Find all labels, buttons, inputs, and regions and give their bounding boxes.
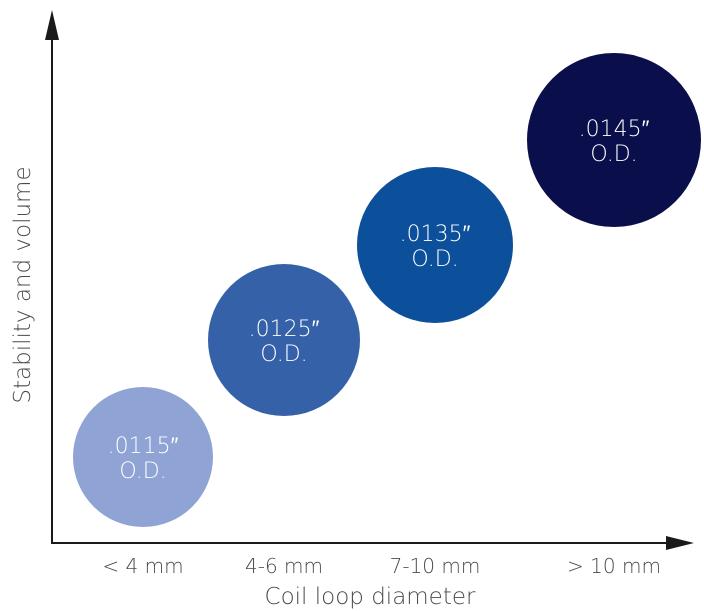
bubble-size-label: .0115″ [108,434,179,459]
bubble-size-label: .0135″ [400,222,471,247]
bubble-circle [208,264,360,416]
bubble: .0145″O.D. [527,53,701,227]
bubble-size-label: .0125″ [249,317,320,342]
x-tick-label: < 4 mm [102,554,183,578]
bubble-od-label: O.D. [590,142,637,167]
bubble-od-label: O.D. [119,459,166,484]
bubble-size-label: .0145″ [579,117,650,142]
bubble: .0115″O.D. [73,387,213,527]
x-axis-arrow-icon [666,536,694,550]
axes [45,10,694,550]
bubble-circle [527,53,701,227]
x-axis-title: Coil loop diameter [265,584,476,610]
x-tick-label: > 10 mm [567,554,661,578]
bubble-od-label: O.D. [411,247,458,272]
bubble: .0135″O.D. [357,167,513,323]
bubble-circle [357,167,513,323]
x-tick-labels: < 4 mm 4-6 mm 7-10 mm > 10 mm [102,554,661,578]
bubbles: .0115″O.D..0125″O.D..0135″O.D..0145″O.D. [73,53,701,527]
y-axis-title: Stability and volume [10,166,36,403]
x-tick-label: 7-10 mm [390,554,481,578]
y-axis-arrow-icon [45,10,59,40]
bubble-circle [73,387,213,527]
bubble-od-label: O.D. [260,342,307,367]
bubble: .0125″O.D. [208,264,360,416]
x-tick-label: 4-6 mm [245,554,323,578]
